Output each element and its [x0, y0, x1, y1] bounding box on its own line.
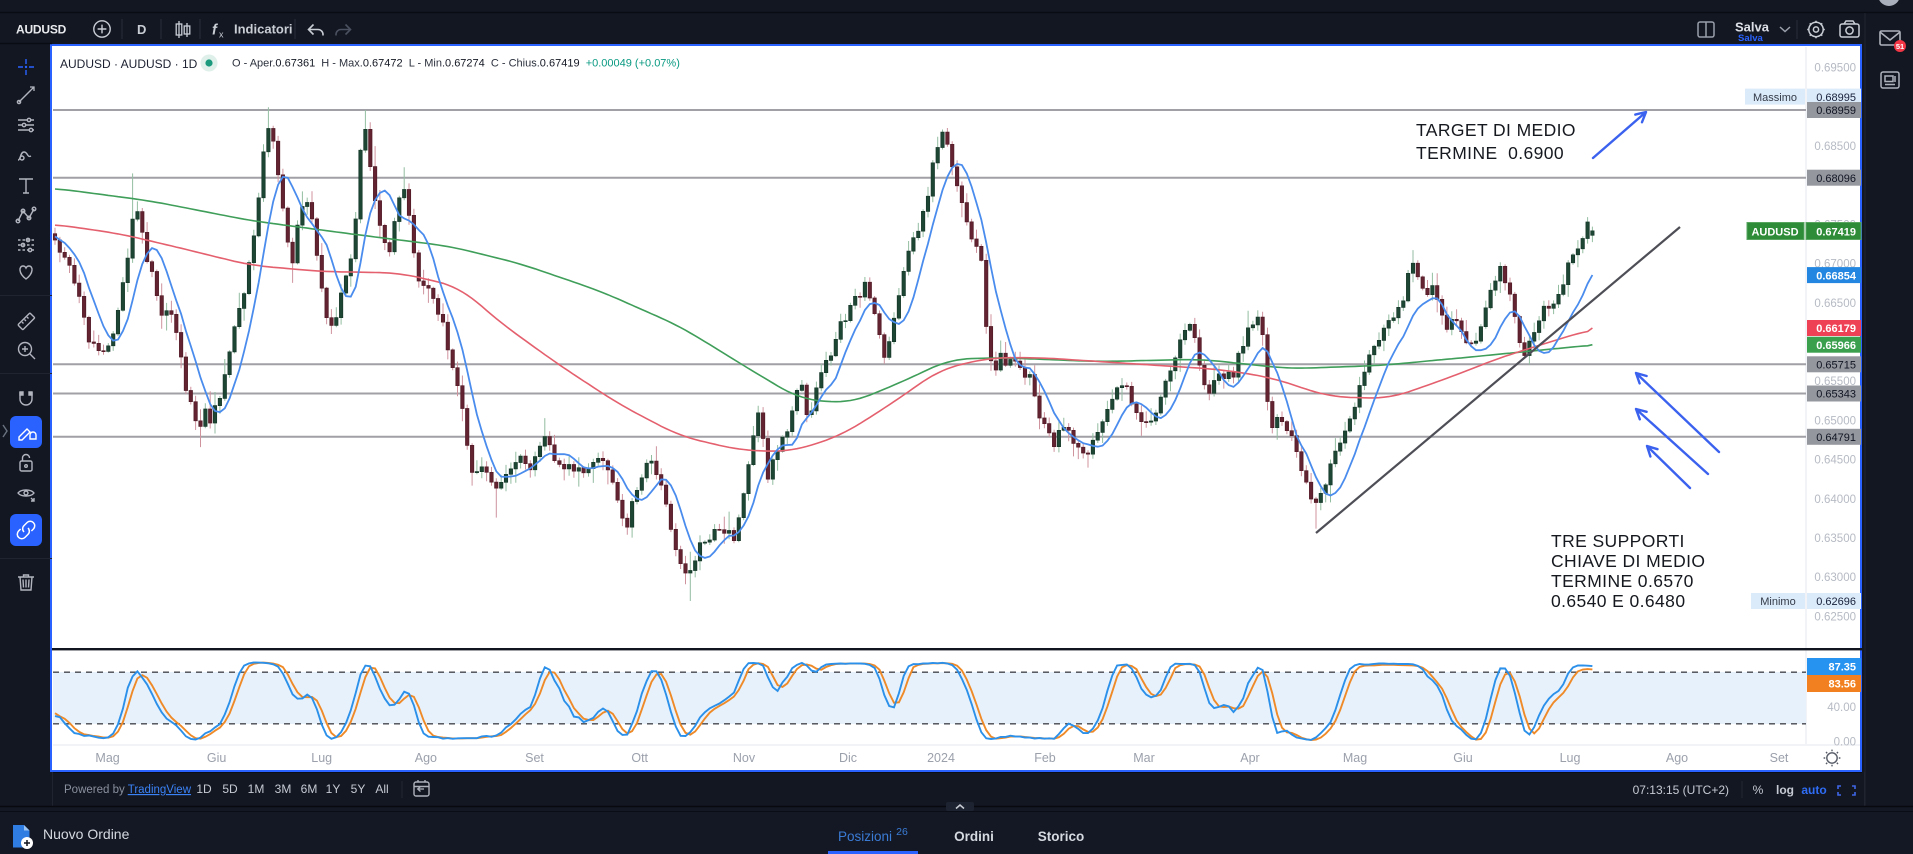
svg-text:0.63000: 0.63000	[1814, 572, 1856, 584]
svg-text:0.64791: 0.64791	[1816, 432, 1856, 444]
svg-text:f: f	[212, 23, 219, 39]
svg-text:Posizioni: Posizioni	[838, 829, 892, 844]
svg-text:0.68096: 0.68096	[1816, 173, 1856, 185]
svg-text:0.65343: 0.65343	[1816, 389, 1856, 401]
svg-text:Massimo: Massimo	[1753, 92, 1797, 104]
svg-text:0.68959: 0.68959	[1816, 105, 1856, 117]
svg-text:Dic: Dic	[839, 751, 857, 765]
svg-text:Set: Set	[1770, 751, 1789, 765]
svg-text:TERMINE 0.6570: TERMINE 0.6570	[1551, 571, 1694, 591]
svg-text:1Y: 1Y	[326, 782, 341, 796]
svg-text:Giu: Giu	[1453, 751, 1473, 765]
svg-text:3M: 3M	[275, 782, 292, 796]
svg-text:26: 26	[896, 826, 908, 838]
svg-text:0.68500: 0.68500	[1814, 141, 1856, 153]
svg-text:51: 51	[1896, 42, 1904, 51]
svg-text:40.00: 40.00	[1827, 702, 1856, 714]
svg-text:0.64500: 0.64500	[1814, 455, 1856, 467]
svg-text:0.62696: 0.62696	[1816, 596, 1856, 608]
svg-text:TRE SUPPORTI: TRE SUPPORTI	[1551, 531, 1685, 551]
svg-text:AUDUSD: AUDUSD	[1751, 226, 1798, 238]
svg-text:Storico: Storico	[1038, 829, 1085, 844]
svg-text:0.65000: 0.65000	[1814, 415, 1856, 427]
svg-text:Ago: Ago	[1666, 751, 1688, 765]
svg-text:0.65715: 0.65715	[1816, 360, 1856, 372]
svg-text:5Y: 5Y	[351, 782, 366, 796]
svg-text:Powered by TradingView: Powered by TradingView	[64, 784, 192, 796]
svg-text:Lug: Lug	[311, 751, 332, 765]
svg-text:Minimo: Minimo	[1760, 596, 1795, 608]
svg-text:Ago: Ago	[415, 751, 437, 765]
svg-text:Giu: Giu	[207, 751, 227, 765]
svg-text:Set: Set	[525, 751, 544, 765]
svg-text:D: D	[137, 22, 146, 37]
svg-text:Ott: Ott	[631, 751, 648, 765]
svg-text:Mag: Mag	[1343, 751, 1367, 765]
svg-text:0.66500: 0.66500	[1814, 298, 1856, 310]
svg-text:0.69500: 0.69500	[1814, 63, 1856, 75]
svg-text:6M: 6M	[301, 782, 318, 796]
svg-text:1D: 1D	[196, 782, 212, 796]
svg-text:0.6540 E 0.6480: 0.6540 E 0.6480	[1551, 591, 1685, 611]
svg-text:TERMINE 0.6900: TERMINE 0.6900	[1416, 143, 1564, 163]
svg-text:5D: 5D	[222, 782, 238, 796]
svg-text:1M: 1M	[248, 782, 265, 796]
svg-text:2024: 2024	[927, 751, 955, 765]
svg-text:O - Aper.0.67361 H - Max.0.67: O - Aper.0.67361 H - Max.0.67472 L - Min…	[232, 58, 680, 70]
svg-text:CHIAVE DI MEDIO: CHIAVE DI MEDIO	[1551, 551, 1705, 571]
svg-text:0.65966: 0.65966	[1816, 340, 1856, 352]
svg-text:07:13:15 (UTC+2): 07:13:15 (UTC+2)	[1633, 783, 1729, 797]
svg-text:87.35: 87.35	[1828, 662, 1856, 674]
svg-text:auto: auto	[1801, 783, 1826, 797]
svg-text:0.66854: 0.66854	[1816, 270, 1857, 282]
svg-text:AUDUSD: AUDUSD	[16, 23, 67, 37]
svg-text:Feb: Feb	[1034, 751, 1056, 765]
svg-text:Nov: Nov	[733, 751, 756, 765]
svg-text:TARGET DI MEDIO: TARGET DI MEDIO	[1416, 120, 1576, 140]
svg-text:Nuovo Ordine: Nuovo Ordine	[43, 826, 130, 842]
svg-text:0.66179: 0.66179	[1816, 323, 1856, 335]
svg-text:All: All	[375, 782, 388, 796]
svg-text:0.64000: 0.64000	[1814, 494, 1856, 506]
svg-text:83.56: 83.56	[1828, 679, 1856, 691]
svg-text:0.00: 0.00	[1834, 736, 1856, 748]
svg-text:0.62500: 0.62500	[1814, 611, 1856, 623]
svg-text:Ordini: Ordini	[954, 829, 994, 844]
svg-text:Apr: Apr	[1240, 751, 1259, 765]
svg-text:0.67419: 0.67419	[1816, 226, 1856, 238]
svg-text:x: x	[219, 30, 224, 40]
svg-text:Salva: Salva	[1738, 33, 1764, 44]
svg-text:0.65500: 0.65500	[1814, 376, 1856, 388]
svg-text:Lug: Lug	[1560, 751, 1581, 765]
svg-text:%: %	[1753, 783, 1764, 797]
svg-text:Mag: Mag	[95, 751, 119, 765]
svg-text:AUDUSD · AUDUSD · 1D: AUDUSD · AUDUSD · 1D	[60, 57, 198, 71]
svg-text:Salva: Salva	[1735, 20, 1770, 35]
svg-text:log: log	[1776, 783, 1794, 797]
svg-text:0.68995: 0.68995	[1816, 92, 1856, 104]
svg-text:Mar: Mar	[1133, 751, 1155, 765]
svg-text:0.63500: 0.63500	[1814, 533, 1856, 545]
svg-text:Indicatori: Indicatori	[234, 22, 293, 37]
